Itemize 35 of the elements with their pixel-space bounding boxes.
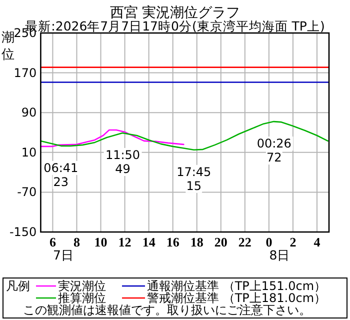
x-tick-label: 8 [73,234,80,250]
x-tick-label: 22 [238,234,252,250]
annotation: 17:45 [176,164,212,179]
annotation: 06:41 [44,160,78,175]
y-tick-label: 10 [21,145,37,160]
x-tick-label: 18 [190,234,204,250]
x-tick-label: 6 [49,234,56,250]
text: この観測値は速報値です。取り扱いにご注意下さい。 [23,303,311,317]
chart-title: 西宮 実況潮位グラフ [110,5,240,21]
annotation: 00:26 [256,136,292,151]
y-axis-title: 潮位 [2,30,14,62]
legend-label: 通報潮位基準 （TP上151.0cm） [147,279,326,293]
x-tick-label: 0 [266,234,272,250]
x-tick-label: 20 [214,234,228,250]
text: 8日 [269,248,290,262]
y-tick-label: -150 [9,225,37,239]
text: 7日 [53,248,74,262]
legend-title: 凡例 [6,279,30,293]
legend-label: 警戒潮位基準 （TP上181.0cm） [147,291,326,305]
x-tick-label: 10 [94,234,108,250]
y-tick-label: 170 [14,66,37,80]
legend-label: 実況潮位 [58,279,106,293]
y-tick-label: -70 [17,185,37,200]
x-tick-label: 16 [166,234,180,250]
x-tick-label: 14 [142,234,156,250]
x-tick-label: 2 [290,234,296,250]
annotation: 72 [266,150,282,165]
y-tick-label: 90 [21,106,37,120]
annotation: 15 [186,178,202,193]
annotation: 23 [53,174,69,189]
annotation: 11:50 [105,148,140,162]
legend-label: 推算潮位 [58,291,106,305]
x-tick-label: 4 [314,234,321,250]
x-tick-label: 12 [118,234,132,250]
annotation: 49 [115,162,130,176]
